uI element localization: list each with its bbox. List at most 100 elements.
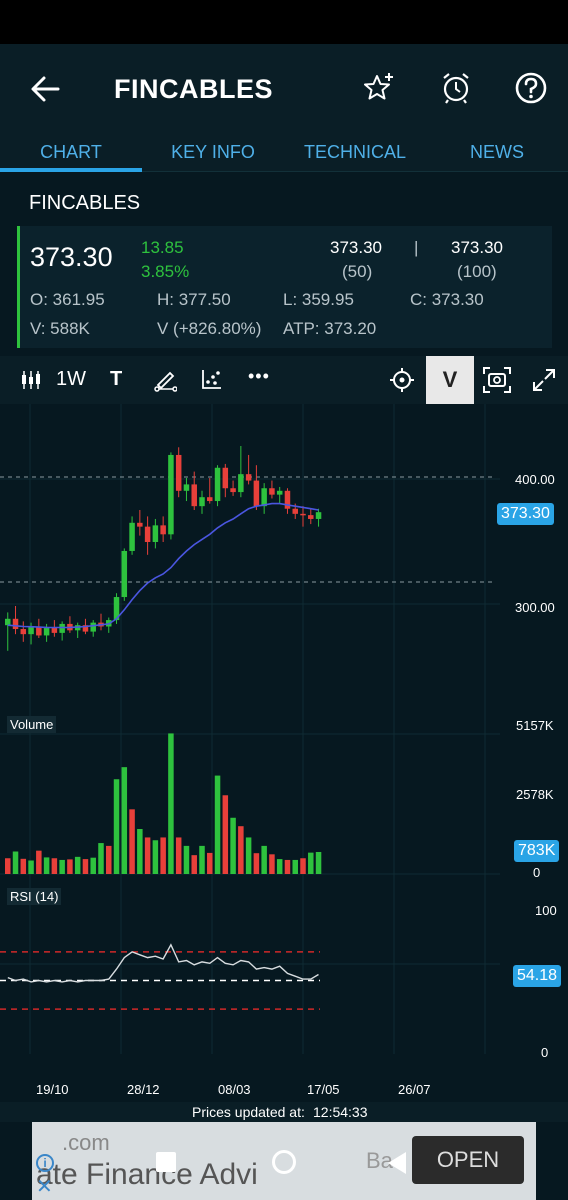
atp-value: ATP: 373.20	[283, 319, 377, 338]
x-tick-label: 28/12	[127, 1082, 160, 1097]
candle-body	[269, 488, 275, 495]
nav-back-icon[interactable]	[388, 1152, 406, 1174]
candle-body	[315, 512, 322, 519]
candle-body	[214, 467, 221, 502]
volume-bar	[199, 845, 205, 874]
status-bar	[0, 0, 568, 44]
volume-bar	[90, 857, 96, 874]
tab-bar: CHART KEY INFO TECHNICAL NEWS	[0, 132, 568, 172]
volume-bar	[238, 826, 244, 874]
high-value: H: 377.50	[157, 290, 231, 309]
rsi-line	[7, 943, 319, 983]
candle-body	[292, 508, 298, 514]
tab-key-info[interactable]: KEY INFO	[171, 142, 255, 162]
text-tool-button[interactable]: T	[110, 368, 123, 390]
more-options-button[interactable]: •••	[248, 366, 270, 386]
ad-open-button[interactable]: OPEN	[412, 1136, 524, 1184]
candle-body	[82, 625, 89, 632]
volume-axis-label: 2578K	[516, 787, 554, 802]
candle-body	[284, 490, 291, 509]
star-plus-icon[interactable]	[362, 71, 396, 105]
volume-bar	[168, 733, 174, 874]
candle-body	[175, 454, 182, 491]
prices-updated-label: Prices updated at:	[192, 1104, 305, 1120]
candle-body	[199, 497, 205, 507]
volume-bar	[315, 851, 322, 874]
volume-bar	[183, 845, 190, 874]
volume-bar	[121, 767, 128, 874]
candle-body	[160, 525, 166, 535]
active-tab-indicator	[0, 168, 142, 172]
rsi-axis-label: 0	[541, 1045, 549, 1060]
tab-news[interactable]: NEWS	[470, 142, 524, 162]
candle-body	[245, 474, 252, 481]
tab-technical[interactable]: TECHNICAL	[303, 142, 406, 162]
recent-apps-icon[interactable]	[156, 1152, 176, 1172]
price-axis-label: 300.00	[515, 600, 555, 615]
price-update-footer: Prices updated at: 12:54:33	[0, 1102, 568, 1122]
alarm-icon[interactable]	[440, 71, 472, 105]
volume-bar	[51, 858, 58, 874]
candle-body	[36, 626, 42, 636]
volume-bar	[43, 857, 50, 874]
volume-bar	[191, 855, 197, 874]
interval-selector[interactable]: 1W	[56, 368, 86, 390]
volume-axis-label: 5157K	[516, 718, 554, 733]
candle-body	[113, 597, 120, 621]
candle-body	[144, 526, 151, 542]
screenshot-icon[interactable]	[482, 366, 512, 394]
ad-close-icon[interactable]: ✕	[36, 1176, 53, 1198]
candle-body	[183, 484, 190, 491]
candle-body	[261, 488, 267, 507]
crosshair-icon[interactable]	[389, 367, 415, 393]
candlestick-icon[interactable]	[20, 369, 42, 391]
volume-bar	[137, 829, 143, 874]
candle-body	[253, 480, 260, 507]
candle-body	[230, 488, 236, 493]
volume-bar	[98, 843, 104, 874]
draw-pencil-icon[interactable]	[153, 368, 177, 392]
tab-chart[interactable]: CHART	[40, 142, 102, 162]
volume-bar	[36, 850, 42, 874]
x-tick-label: 08/03	[218, 1082, 251, 1097]
fullscreen-icon[interactable]	[532, 368, 556, 392]
x-tick-label: 17/05	[307, 1082, 340, 1097]
volume-bar	[160, 837, 166, 874]
candle-body	[276, 490, 283, 495]
candle-body	[129, 522, 135, 551]
volume-bar	[67, 859, 73, 874]
candle-body	[28, 626, 34, 635]
volume-bar	[113, 779, 120, 874]
rsi-axis-label: 100	[535, 903, 557, 918]
volume-bar	[284, 859, 291, 874]
ad-domain: .com	[62, 1130, 110, 1155]
candle-body	[5, 618, 11, 626]
candle-body	[222, 467, 229, 489]
indicators-icon[interactable]	[201, 368, 223, 390]
price-change: 13.85	[141, 238, 184, 257]
volume-value: V: 588K	[30, 319, 90, 338]
volume-bar	[300, 858, 306, 874]
bid-quantity: (50)	[342, 262, 373, 281]
stock-name: FINCABLES	[29, 192, 141, 214]
rsi-last-badge: 54.18	[513, 965, 562, 987]
volume-bar	[106, 845, 112, 874]
back-arrow-icon[interactable]	[28, 72, 62, 106]
home-icon[interactable]	[272, 1150, 296, 1174]
volume-bar	[253, 853, 260, 874]
v-toggle-button[interactable]: V	[426, 356, 474, 404]
price-chart[interactable]	[0, 404, 568, 1104]
candle-body	[152, 525, 159, 542]
candle-body	[238, 474, 244, 493]
low-value: L: 359.95	[283, 290, 354, 309]
chart-toolbar: 1W T ••• V	[0, 356, 568, 404]
help-icon[interactable]	[514, 71, 548, 105]
volume-bar	[245, 837, 252, 874]
candle-body	[168, 454, 174, 535]
bid-ask-separator: |	[414, 238, 419, 257]
candle-body	[90, 622, 96, 632]
volume-bar	[207, 852, 213, 874]
candle-body	[51, 627, 58, 633]
ad-info-icon[interactable]: i	[36, 1154, 54, 1172]
volume-bar	[261, 845, 267, 874]
